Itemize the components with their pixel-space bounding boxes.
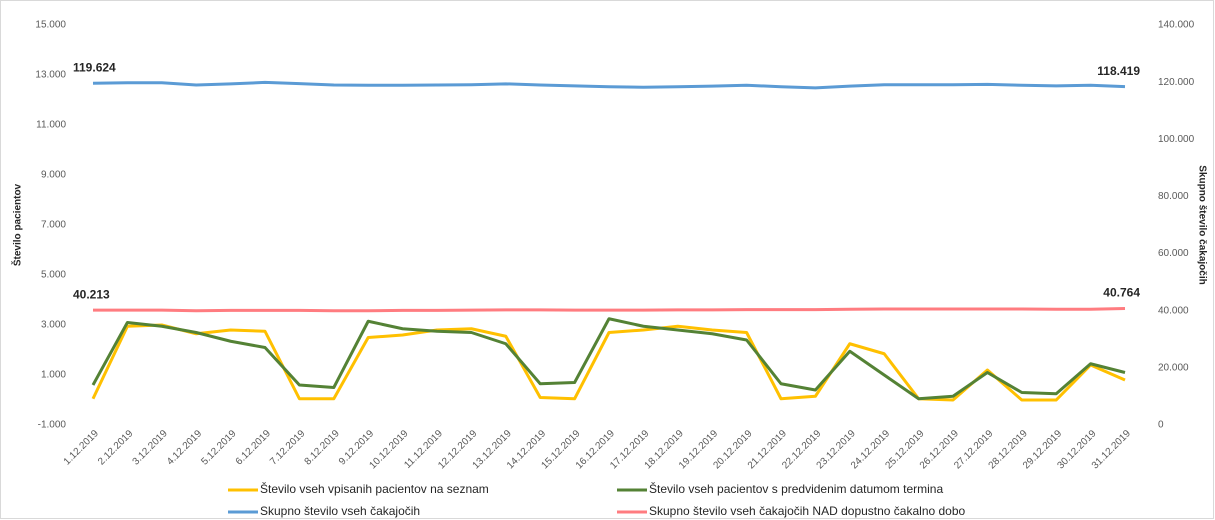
value-label: 119.624	[73, 60, 116, 74]
series-line	[92, 80, 1126, 90]
series-line	[91, 323, 1126, 402]
legend-label: Skupno število vseh čakajočih	[260, 504, 420, 518]
y-tick-label: 9.000	[41, 170, 66, 181]
y2-tick-label: 80.000	[1158, 191, 1189, 202]
y2-tick-label: 0	[1158, 420, 1164, 431]
y2-axis-title: Skupno število čakajočih	[1196, 165, 1207, 284]
series-line	[92, 307, 1126, 313]
y-tick-label: 11.000	[36, 120, 66, 131]
legend-label: Število vseh pacientov s predvidenim dat…	[649, 481, 943, 496]
y-tick-label: 15.000	[35, 20, 66, 31]
series-line	[91, 317, 1126, 401]
legend-label: Skupno število vseh čakajočih NAD dopust…	[649, 504, 966, 518]
y2-tick-label: 40.000	[1158, 305, 1189, 316]
y2-tick-label: 140.000	[1158, 20, 1195, 31]
legend-label: Število vseh vpisanih pacientov na sezna…	[260, 481, 489, 496]
y-tick-label: -1.000	[38, 420, 67, 431]
y-tick-label: 13.000	[35, 70, 66, 81]
y-tick-label: 7.000	[41, 220, 66, 231]
value-label: 40.213	[73, 287, 110, 301]
y2-tick-label: 120.000	[1158, 77, 1195, 88]
y-axis-title: Število pacientov	[11, 183, 24, 266]
y-tick-label: 3.000	[41, 320, 66, 331]
y-tick-label: 1.000	[41, 370, 66, 381]
y-tick-label: 5.000	[41, 270, 66, 281]
value-label: 118.419	[1097, 64, 1140, 78]
y2-tick-label: 20.000	[1158, 362, 1189, 373]
value-label: 40.764	[1103, 286, 1140, 300]
y2-tick-label: 100.000	[1158, 134, 1195, 145]
y2-tick-label: 60.000	[1158, 248, 1189, 259]
